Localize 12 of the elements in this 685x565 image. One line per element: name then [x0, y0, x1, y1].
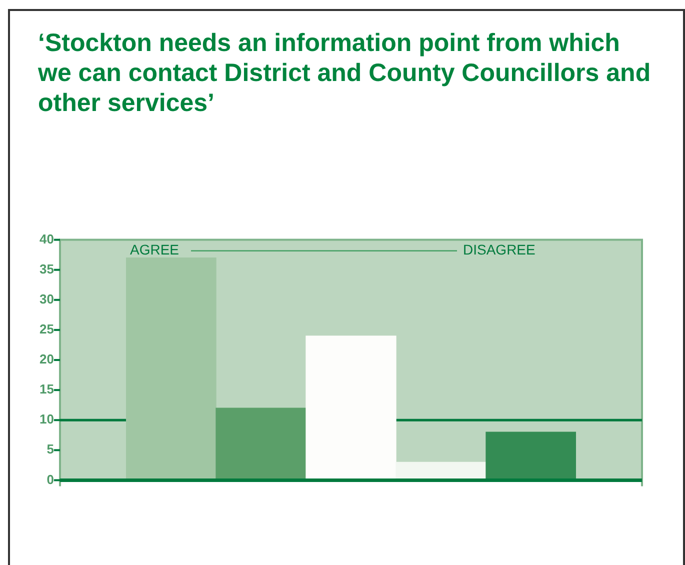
chart-title: ‘Stockton needs an information point from which we can contact District and County Councillors and other services’ — [38, 28, 652, 118]
y-tick-label: 15 — [40, 382, 54, 397]
annotation: DISAGREE — [463, 242, 536, 258]
y-tick-label: 0 — [46, 472, 54, 487]
annotation: AGREE — [130, 242, 180, 258]
y-tick-label: 35 — [40, 261, 54, 276]
y-tick-label: 25 — [40, 322, 54, 337]
y-tick-label: 5 — [46, 442, 54, 457]
y-tick-label: 40 — [40, 231, 54, 246]
y-tick-label: 10 — [40, 412, 54, 427]
y-tick-label: 20 — [40, 352, 54, 367]
y-tick-label: 30 — [40, 291, 54, 306]
